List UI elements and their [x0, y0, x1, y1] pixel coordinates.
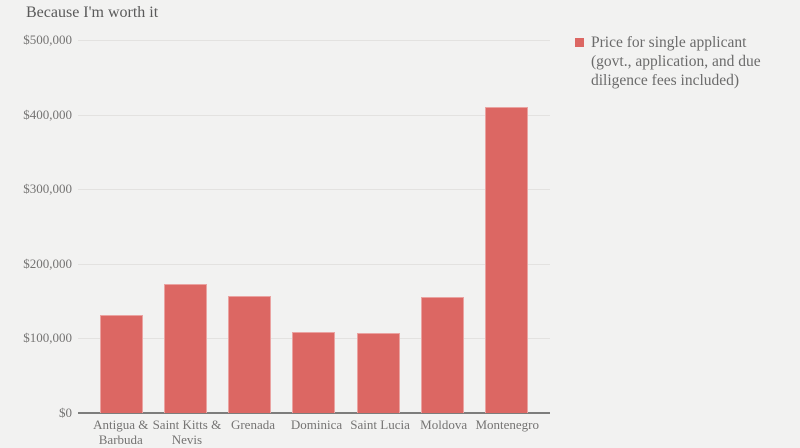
bar-montenegro [485, 107, 529, 413]
gridline [78, 40, 550, 41]
x-tick-label: Saint Kitts & Nevis [152, 417, 222, 448]
bars-row [89, 40, 539, 413]
bar-slot [89, 40, 153, 413]
y-tick-label: $500,000 [23, 32, 72, 47]
y-tick-label: $0 [59, 405, 72, 420]
gridline [78, 263, 550, 265]
bar-saint-lucia [356, 333, 400, 413]
y-tick-label: $100,000 [23, 330, 72, 346]
bar-slot [218, 40, 282, 413]
y-tick-label: $300,000 [23, 181, 72, 197]
legend-label: Price for single applicant (govt., appli… [591, 34, 761, 90]
y-tick-label: $200,000 [23, 255, 72, 271]
x-axis-line [78, 412, 550, 414]
bar-slot [282, 40, 346, 413]
bar-slot [475, 40, 539, 413]
y-axis-labels: $0 $100,000 $200,000 $300,000 $400,000 $500,0… [0, 32, 72, 420]
y-tick-label: $400,000 [23, 106, 72, 122]
x-tick-label: Saint Lucia [350, 417, 410, 432]
bar-saint-kitts-nevis [163, 283, 207, 413]
chart-title: Because I'm worth it [26, 4, 159, 21]
x-tick-label: Moldova [420, 417, 468, 432]
legend-swatch-icon [575, 38, 584, 47]
x-tick-label: Antigua & Barbuda [93, 417, 149, 448]
x-tick-label: Grenada [230, 417, 275, 432]
plot-area [78, 40, 550, 414]
x-tick-label: Montenegro [475, 417, 539, 432]
bar-slot [346, 40, 410, 413]
gridline [78, 189, 550, 191]
bar-moldova [421, 296, 465, 413]
legend: Price for single applicant (govt., appli… [575, 33, 761, 91]
bar-antigua-barbuda [99, 315, 143, 413]
x-axis-labels: Antigua & Barbuda Saint Kitts & Nevis Gren… [78, 417, 550, 448]
x-tick-label: Dominica [290, 417, 343, 432]
gridline [78, 114, 550, 116]
bar-grenada [228, 295, 272, 413]
bar-slot [410, 40, 474, 413]
bar-slot [153, 40, 217, 413]
bar-dominica [292, 331, 336, 413]
